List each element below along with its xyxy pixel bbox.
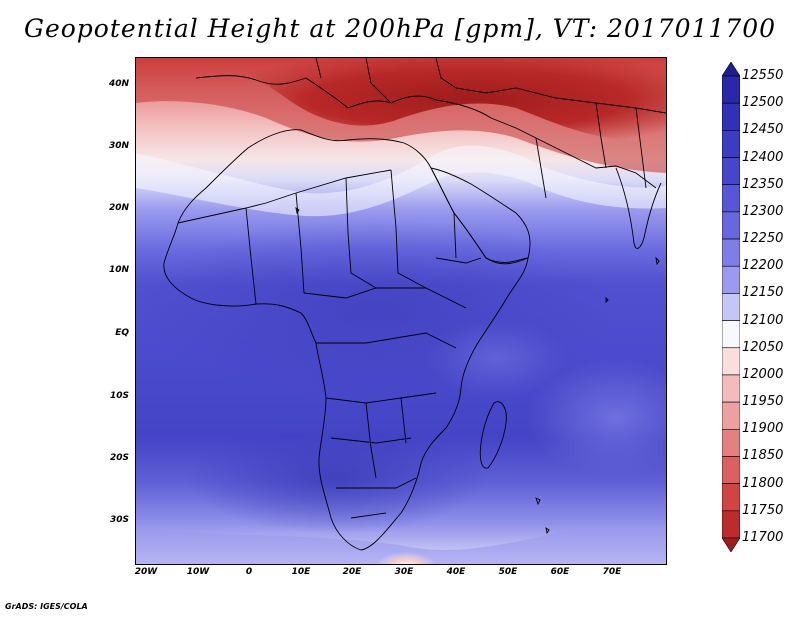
colorbar-band xyxy=(722,293,740,321)
colorbar-label: 12550 xyxy=(742,68,784,83)
colorbar-label: 12050 xyxy=(742,339,784,355)
colorbar-band xyxy=(722,211,740,240)
colorbar-band xyxy=(722,347,740,376)
lon-label-20w: 20W xyxy=(134,567,158,577)
map-plot-area xyxy=(135,57,667,565)
lat-label-20s: 20S xyxy=(109,453,129,463)
colorbar-band xyxy=(722,510,740,539)
colorbar-label: 11700 xyxy=(742,530,784,545)
colorbar-label: 12150 xyxy=(742,285,784,301)
geopotential-field xyxy=(136,58,666,564)
colorbar-band xyxy=(722,483,740,512)
colorbar-band xyxy=(722,265,740,294)
colorbar-band xyxy=(722,428,740,457)
coastline-outlines xyxy=(163,58,666,551)
colorbar-band xyxy=(722,184,740,213)
colorbar-band xyxy=(722,401,740,430)
lat-label-30n: 30N xyxy=(108,141,129,151)
colorbar-label: 11750 xyxy=(742,502,784,518)
chart-title: Geopotential Height at 200hPa [gpm], VT:… xyxy=(23,14,777,43)
lon-label-70e: 70E xyxy=(602,567,622,577)
colorbar-label: 12250 xyxy=(742,231,784,247)
lat-label-30s: 30S xyxy=(109,515,129,525)
colorbar-band xyxy=(722,238,740,267)
colorbar xyxy=(722,62,740,552)
lon-label-20e: 20E xyxy=(342,567,362,577)
lon-label-10w: 10W xyxy=(186,567,210,577)
colorbar-band xyxy=(722,157,740,186)
colorbar-label: 12100 xyxy=(742,312,784,328)
lon-label-60e: 60E xyxy=(550,567,570,577)
lon-label-0: 0 xyxy=(245,567,253,577)
colorbar-label: 12200 xyxy=(742,258,784,274)
colorbar-label: 12400 xyxy=(742,149,784,165)
lon-label-50e: 50E xyxy=(498,567,518,577)
lat-label-10n: 10N xyxy=(108,265,129,275)
colorbar-label: 11800 xyxy=(742,475,784,491)
lat-label-eq: EQ xyxy=(115,328,129,338)
colorbar-label: 12000 xyxy=(742,366,784,382)
lat-label-10s: 10S xyxy=(109,391,129,401)
lon-label-40e: 40E xyxy=(446,567,466,577)
colorbar-label: 12300 xyxy=(742,203,784,219)
colorbar-band xyxy=(722,320,740,349)
colorbar-band xyxy=(722,456,740,484)
lon-label-10e: 10E xyxy=(291,567,311,577)
colorbar-band xyxy=(722,75,740,104)
colorbar-label: 12450 xyxy=(742,122,784,138)
lat-label-40n: 40N xyxy=(108,79,129,89)
colorbar-bottom-arrow xyxy=(722,537,740,552)
colorbar-top-arrow xyxy=(722,62,740,77)
colorbar-band xyxy=(722,374,740,403)
grads-credit: GrADS: IGES/COLA xyxy=(5,602,88,611)
colorbar-label: 11900 xyxy=(742,421,784,437)
colorbar-label: 11950 xyxy=(742,394,784,410)
colorbar-band xyxy=(722,130,740,158)
colorbar-label: 11850 xyxy=(742,448,784,464)
lon-label-30e: 30E xyxy=(394,567,414,577)
colorbar-label: 12350 xyxy=(742,176,784,192)
colorbar-label: 12500 xyxy=(742,95,784,111)
colorbar-band xyxy=(722,102,740,131)
lat-label-20n: 20N xyxy=(108,203,129,213)
